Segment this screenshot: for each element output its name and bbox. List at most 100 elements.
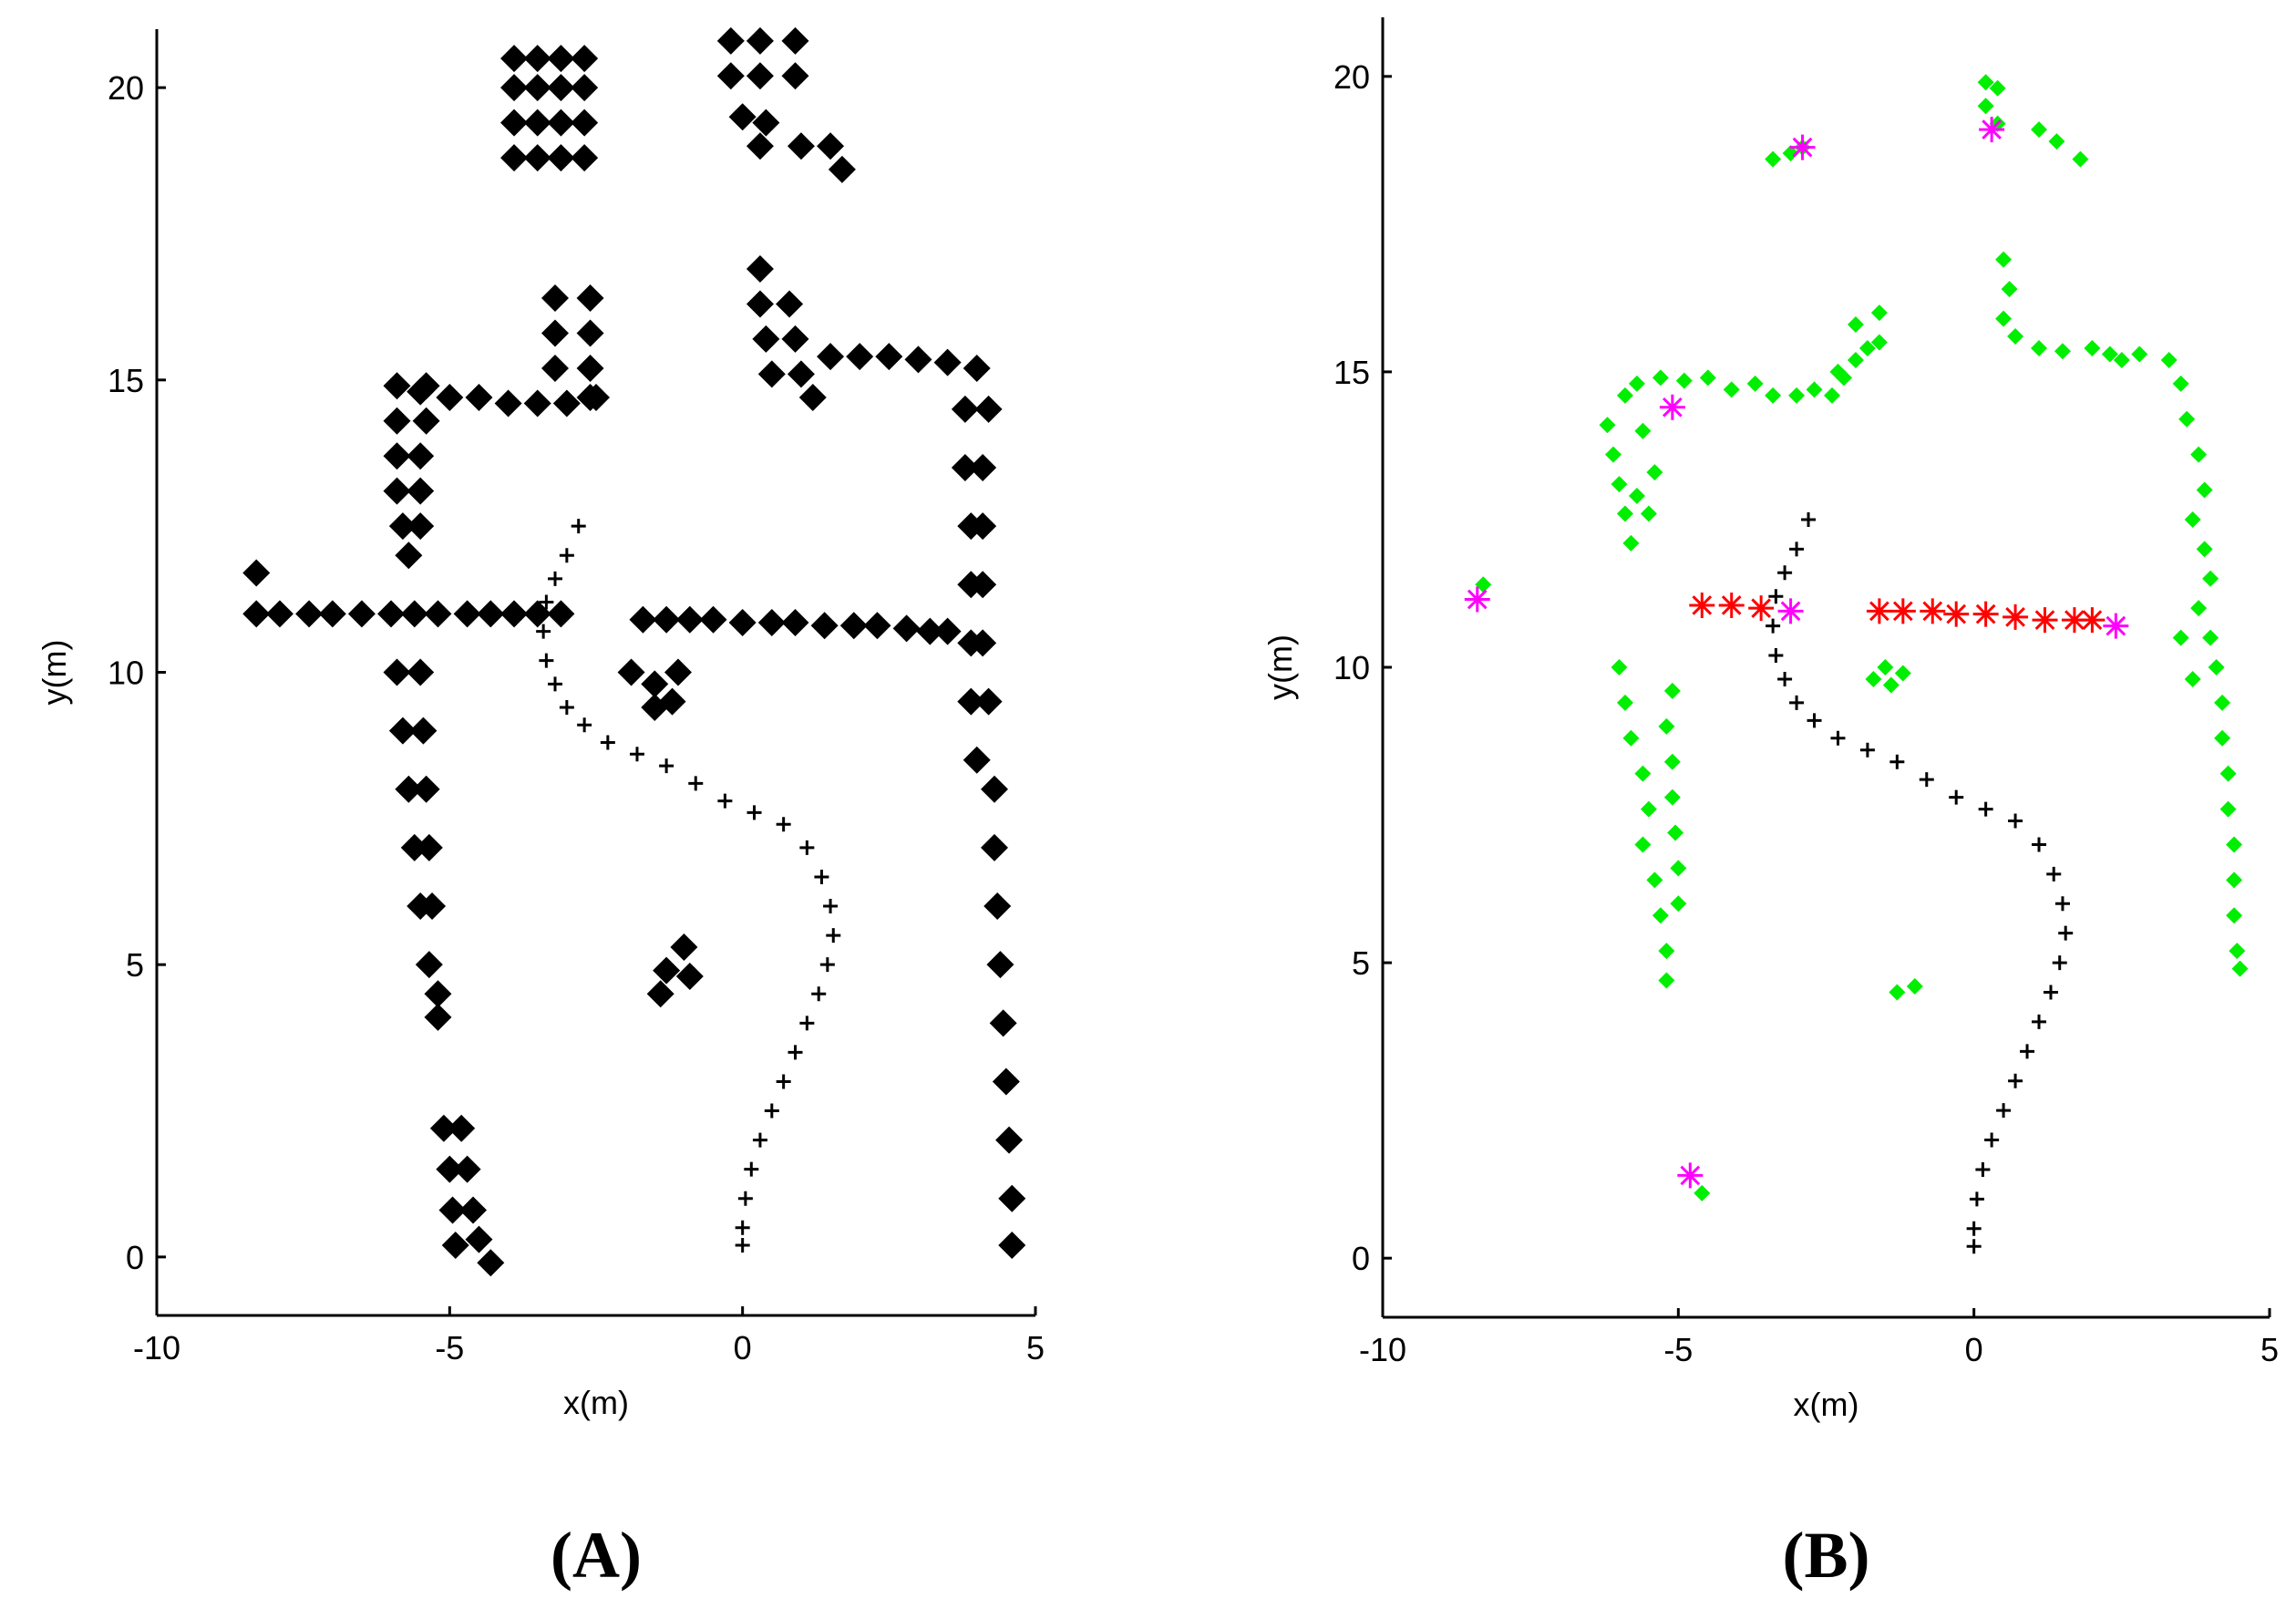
point	[2031, 339, 2048, 356]
point	[746, 805, 762, 820]
point	[1972, 601, 1999, 627]
point	[523, 389, 551, 418]
point	[2032, 607, 2058, 634]
point	[1766, 618, 1781, 634]
point	[547, 600, 575, 628]
point	[974, 687, 1003, 716]
panel: -10 -5 0 5 0 5 10 15 20 x(m) y(m) (B)	[1261, 17, 2279, 1592]
point	[1765, 387, 1782, 404]
point	[981, 775, 1009, 803]
point	[716, 26, 745, 55]
point	[347, 600, 376, 628]
point	[438, 1196, 467, 1224]
point	[415, 951, 443, 979]
point	[1748, 595, 1775, 622]
point	[2229, 943, 2246, 960]
point	[441, 1232, 469, 1260]
point	[523, 600, 551, 628]
point	[629, 747, 644, 762]
point	[1718, 592, 1745, 618]
x-axis-label: x(m)	[563, 1384, 629, 1421]
point	[1634, 836, 1652, 853]
point	[500, 108, 529, 137]
point	[541, 354, 570, 382]
point	[1920, 598, 1946, 624]
point	[1746, 375, 1764, 392]
y-tick-label: 5	[1352, 944, 1370, 982]
point	[547, 45, 575, 73]
point	[1978, 801, 1993, 817]
point	[776, 817, 791, 832]
point	[576, 284, 604, 313]
point	[2196, 481, 2213, 499]
point	[1858, 339, 1876, 356]
point	[2079, 607, 2106, 634]
point	[448, 1114, 476, 1142]
point	[412, 372, 440, 400]
point	[1989, 79, 2006, 97]
point	[617, 658, 645, 686]
point	[776, 290, 804, 318]
point	[1658, 972, 1675, 989]
point	[2058, 925, 2074, 941]
point	[577, 717, 592, 733]
point	[799, 1016, 815, 1031]
point	[995, 1126, 1024, 1154]
point	[1919, 772, 1934, 788]
y-tick-label: 0	[1352, 1240, 1370, 1277]
point	[699, 605, 727, 634]
point	[1640, 505, 1657, 522]
point	[1646, 871, 1663, 889]
point	[1966, 1239, 1982, 1254]
point	[1667, 824, 1684, 841]
point	[1889, 598, 1916, 624]
point	[571, 108, 599, 137]
point	[1604, 446, 1622, 463]
point	[400, 833, 428, 861]
panel: -10 -5 0 5 0 5 10 15 20 x(m) y(m) (A)	[36, 26, 1045, 1592]
point	[1663, 753, 1681, 770]
point	[400, 600, 428, 628]
point	[571, 74, 599, 102]
point	[383, 372, 411, 400]
y-tick-label: 20	[1333, 58, 1370, 96]
point	[1975, 1161, 1991, 1177]
point	[1806, 381, 1823, 398]
point	[1889, 754, 1905, 769]
y-tick-label: 0	[126, 1239, 144, 1276]
point	[746, 290, 774, 318]
point	[969, 454, 997, 482]
point	[798, 384, 827, 412]
point	[559, 548, 574, 563]
point	[826, 928, 841, 944]
point	[817, 343, 845, 371]
point	[974, 395, 1003, 423]
point	[1979, 117, 2005, 143]
point	[969, 629, 997, 657]
point	[407, 658, 435, 686]
point	[1866, 598, 1892, 624]
point	[453, 600, 481, 628]
point	[892, 614, 921, 643]
point	[2214, 729, 2231, 747]
point	[1889, 984, 1906, 1001]
y-axis-label: y(m)	[1261, 634, 1299, 700]
point	[757, 608, 786, 636]
point	[539, 594, 554, 610]
point	[717, 793, 733, 809]
point	[1611, 659, 1628, 675]
point	[933, 617, 962, 645]
point	[2219, 765, 2237, 782]
point	[395, 541, 423, 570]
point	[728, 608, 757, 636]
x-tick-label: -10	[133, 1329, 180, 1366]
point	[1634, 422, 1652, 439]
point	[2020, 1044, 2035, 1059]
point	[576, 384, 604, 412]
point	[318, 600, 346, 628]
point	[828, 155, 856, 183]
point	[1977, 74, 1994, 91]
point	[2031, 121, 2048, 139]
point	[2172, 375, 2189, 392]
